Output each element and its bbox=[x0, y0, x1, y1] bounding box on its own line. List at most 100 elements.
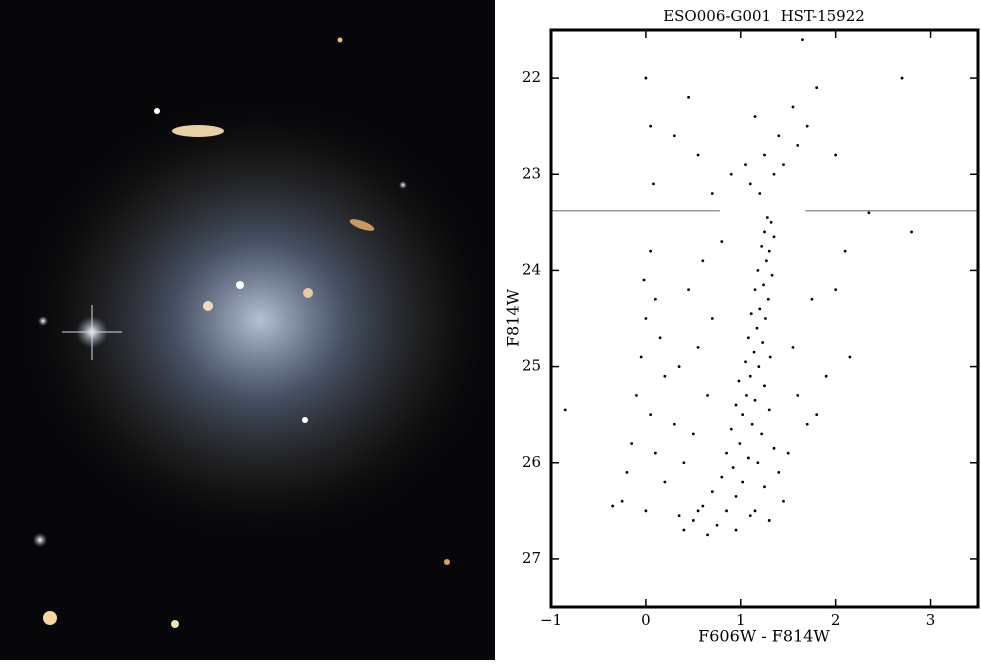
data-point bbox=[663, 480, 667, 484]
data-point bbox=[763, 153, 766, 157]
data-point bbox=[755, 326, 759, 330]
data-point bbox=[746, 456, 750, 460]
data-point bbox=[777, 470, 781, 474]
data-point bbox=[748, 514, 752, 518]
plot-frame bbox=[549, 28, 980, 609]
x-tick-label: 3 bbox=[926, 611, 936, 629]
data-point bbox=[753, 115, 757, 118]
data-point bbox=[734, 528, 738, 532]
data-point bbox=[782, 163, 785, 167]
data-point bbox=[756, 269, 760, 272]
data-point bbox=[649, 124, 653, 128]
data-point bbox=[725, 509, 728, 513]
data-point bbox=[758, 192, 762, 195]
data-point bbox=[805, 422, 809, 426]
data-point bbox=[763, 485, 766, 489]
data-point bbox=[763, 230, 766, 234]
data-point bbox=[652, 182, 655, 186]
data-point bbox=[777, 134, 781, 138]
data-point bbox=[848, 355, 852, 359]
data-point bbox=[815, 413, 819, 417]
y-tick-label: 22 bbox=[522, 68, 541, 86]
data-point bbox=[691, 519, 695, 522]
data-point bbox=[766, 297, 770, 301]
data-point bbox=[710, 192, 714, 195]
data-point bbox=[741, 413, 745, 417]
data-point bbox=[687, 288, 690, 292]
data-point bbox=[611, 504, 615, 508]
data-point bbox=[805, 124, 809, 128]
data-point bbox=[757, 365, 761, 368]
data-point bbox=[649, 249, 653, 253]
data-point bbox=[706, 394, 709, 397]
data-point bbox=[834, 288, 838, 292]
data-point bbox=[701, 504, 705, 508]
data-point bbox=[791, 345, 795, 349]
data-point bbox=[729, 172, 733, 176]
data-point bbox=[750, 422, 754, 426]
data-point bbox=[765, 216, 769, 219]
data-point bbox=[644, 76, 648, 80]
data-point bbox=[867, 211, 871, 215]
data-point bbox=[741, 480, 745, 484]
chart-title: ESO006-G001 HST-15922 bbox=[663, 7, 865, 25]
data-point bbox=[758, 307, 762, 311]
data-point bbox=[767, 249, 771, 253]
data-point bbox=[772, 172, 776, 176]
data-point bbox=[753, 509, 757, 513]
x-tick-label: 2 bbox=[831, 611, 841, 629]
x-axis-label: F606W - F814W bbox=[698, 627, 830, 646]
data-point bbox=[745, 394, 748, 397]
data-point bbox=[635, 394, 638, 397]
data-point bbox=[746, 336, 750, 340]
y-tick-label: 25 bbox=[522, 357, 541, 375]
y-axis-label: F814W bbox=[504, 288, 523, 347]
data-point bbox=[731, 466, 735, 469]
data-point bbox=[834, 153, 838, 157]
x-tick-label: 1 bbox=[736, 611, 746, 629]
data-point bbox=[843, 249, 847, 253]
data-point bbox=[767, 519, 771, 522]
data-point bbox=[772, 446, 776, 450]
data-point bbox=[696, 509, 700, 513]
y-tick-label: 23 bbox=[522, 164, 541, 182]
data-point bbox=[767, 408, 771, 412]
data-point bbox=[729, 427, 733, 431]
data-point bbox=[710, 490, 714, 493]
data-point bbox=[815, 86, 819, 90]
data-point bbox=[677, 365, 681, 368]
data-point bbox=[653, 297, 657, 301]
y-tick-label: 26 bbox=[522, 453, 541, 471]
data-point bbox=[682, 528, 686, 532]
data-point bbox=[710, 317, 714, 320]
data-point bbox=[620, 499, 624, 503]
data-point bbox=[748, 182, 752, 186]
data-point bbox=[625, 470, 629, 474]
data-point bbox=[810, 297, 814, 301]
data-point bbox=[715, 523, 719, 527]
data-point bbox=[734, 403, 738, 407]
data-point bbox=[706, 533, 709, 537]
data-point bbox=[639, 355, 643, 359]
data-point bbox=[701, 259, 705, 263]
data-point bbox=[642, 278, 646, 282]
data-point bbox=[761, 341, 765, 344]
data-point bbox=[644, 317, 648, 320]
data-point bbox=[744, 163, 747, 167]
data-point bbox=[672, 134, 676, 138]
x-tick-label: 0 bbox=[641, 611, 651, 629]
data-point bbox=[756, 461, 760, 465]
data-point bbox=[764, 259, 768, 263]
data-point bbox=[720, 240, 724, 243]
data-point bbox=[752, 350, 756, 354]
data-point bbox=[763, 384, 766, 388]
data-point bbox=[824, 374, 828, 378]
data-point bbox=[786, 451, 790, 455]
galaxy-image bbox=[0, 0, 510, 660]
data-point bbox=[910, 230, 913, 234]
data-point bbox=[691, 432, 695, 436]
data-point bbox=[672, 422, 676, 426]
data-point bbox=[663, 374, 667, 378]
data-point bbox=[737, 379, 741, 383]
